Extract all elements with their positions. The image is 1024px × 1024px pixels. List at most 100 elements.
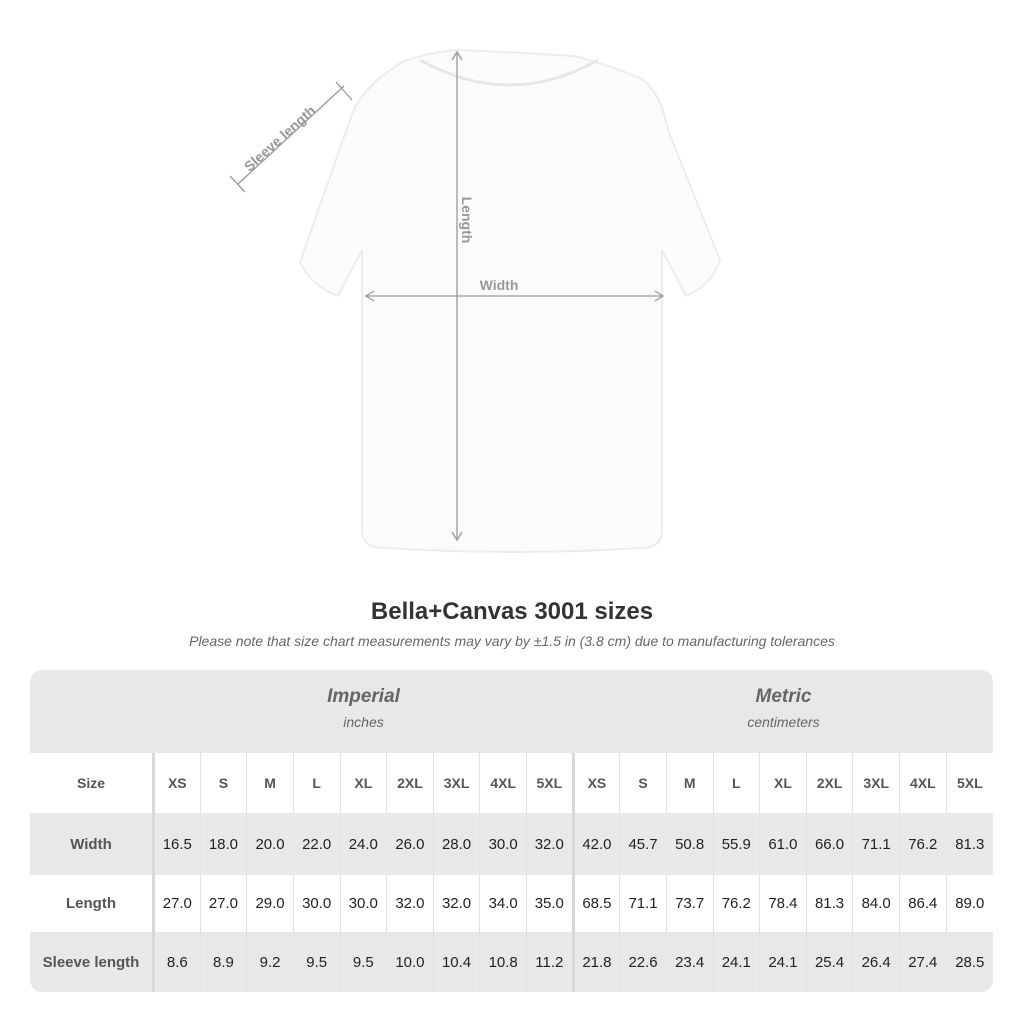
imperial-value-cell: 32.0 [386, 875, 434, 932]
length-arrow-top [451, 50, 463, 61]
metric-value-cell: 22.6 [619, 932, 667, 992]
size-header-cell: 4XL [899, 753, 947, 813]
size-header-cell: XS [571, 753, 620, 813]
metric-value-cell: 84.0 [852, 875, 900, 932]
size-header-cell: 5XL [945, 753, 993, 813]
table-row: Length 27.0 27.0 29.0 30.0 30.0 32.0 32.0 34.0 35… [30, 875, 993, 932]
width-label: Width [480, 277, 519, 293]
size-header-cell: M [665, 753, 713, 813]
size-header-cell: L [292, 753, 340, 813]
metric-value-cell: 68.5 [571, 875, 620, 932]
table-row: Width 16.5 18.0 20.0 22.0 24.0 26.0 28.0 30.0 32.… [30, 813, 993, 875]
tolerance-note: Please note that size chart measurements… [189, 633, 835, 649]
metric-value-cell: 25.4 [805, 932, 853, 992]
size-header-cell: L [712, 753, 760, 813]
imperial-value-cell: 30.0 [292, 875, 340, 932]
size-header-cell: S [199, 753, 247, 813]
metric-value-cell: 61.0 [759, 813, 807, 875]
sleeve-length-label: Sleeve length [241, 102, 319, 174]
imperial-value-cell: 10.4 [432, 932, 480, 992]
size-header-cell: S [619, 753, 667, 813]
metric-value-cell: 27.4 [899, 932, 947, 992]
imperial-value-cell: 20.0 [246, 813, 294, 875]
size-table: Imperial inches Metric centimeters Size X… [30, 670, 993, 992]
imperial-group: Imperial inches [153, 686, 574, 730]
length-label: Length [459, 197, 475, 244]
metric-value-cell: 24.1 [712, 932, 760, 992]
imperial-value-cell: 27.0 [199, 875, 247, 932]
size-header-cell: 3XL [852, 753, 900, 813]
size-header-cell: M [246, 753, 294, 813]
tshirt-shape [298, 48, 722, 553]
imperial-value-cell: 29.0 [246, 875, 294, 932]
width-arrow-right [654, 290, 665, 302]
metric-value-cell: 78.4 [759, 875, 807, 932]
metric-value-cell: 23.4 [665, 932, 713, 992]
size-header-cell: 2XL [805, 753, 853, 813]
imperial-value-cell: 18.0 [199, 813, 247, 875]
imperial-value-cell: 16.5 [153, 813, 201, 875]
imperial-value-cell: 11.2 [526, 932, 574, 992]
imperial-value-cell: 10.0 [386, 932, 434, 992]
size-header-cell: 5XL [526, 753, 574, 813]
table-header: Imperial inches Metric centimeters [30, 670, 993, 753]
sleeve-tick-top [335, 81, 353, 101]
metric-value-cell: 86.4 [899, 875, 947, 932]
imperial-value-cell: 10.8 [479, 932, 527, 992]
imperial-value-cell: 9.5 [339, 932, 387, 992]
row-label: Length [30, 875, 155, 932]
imperial-value-cell: 8.9 [199, 932, 247, 992]
row-label: Width [30, 813, 155, 875]
metric-value-cell: 73.7 [665, 875, 713, 932]
imperial-value-cell: 30.0 [339, 875, 387, 932]
imperial-value-cell: 30.0 [479, 813, 527, 875]
metric-value-cell: 66.0 [805, 813, 853, 875]
metric-value-cell: 50.8 [665, 813, 713, 875]
width-arrow-left [364, 290, 375, 302]
size-header-cell: XS [153, 753, 201, 813]
size-grid: Size XS S M L XL 2XL 3XL 4XL 5XL XS S M L XL 2XL 3XL 4XL 5… [30, 753, 993, 992]
size-header-cell: XL [339, 753, 387, 813]
imperial-value-cell: 28.0 [432, 813, 480, 875]
metric-value-cell: 28.5 [945, 932, 993, 992]
size-label: Size [30, 753, 155, 813]
metric-value-cell: 71.1 [619, 875, 667, 932]
size-header-cell: 4XL [479, 753, 527, 813]
metric-value-cell: 71.1 [852, 813, 900, 875]
metric-value-cell: 45.7 [619, 813, 667, 875]
imperial-unit: inches [343, 714, 384, 730]
metric-value-cell: 55.9 [712, 813, 760, 875]
metric-value-cell: 89.0 [945, 875, 993, 932]
metric-value-cell: 42.0 [571, 813, 620, 875]
size-header-row: Size XS S M L XL 2XL 3XL 4XL 5XL XS S M L XL 2XL 3XL 4XL 5… [30, 753, 993, 813]
imperial-title: Imperial [327, 686, 400, 707]
tshirt-diagram: Sleeve length Length Width [229, 48, 722, 553]
sleeve-tick-bottom [229, 175, 246, 193]
metric-value-cell: 76.2 [712, 875, 760, 932]
sleeve-line [237, 85, 345, 185]
metric-value-cell: 21.8 [571, 932, 620, 992]
metric-group: Metric centimeters [574, 686, 993, 730]
imperial-value-cell: 24.0 [339, 813, 387, 875]
imperial-value-cell: 9.2 [246, 932, 294, 992]
imperial-value-cell: 34.0 [479, 875, 527, 932]
imperial-value-cell: 26.0 [386, 813, 434, 875]
metric-title: Metric [755, 686, 812, 707]
length-arrow-bottom [451, 531, 463, 542]
size-header-cell: 3XL [432, 753, 480, 813]
metric-value-cell: 76.2 [899, 813, 947, 875]
metric-unit: centimeters [747, 714, 820, 730]
metric-value-cell: 24.1 [759, 932, 807, 992]
tshirt-collar [419, 58, 599, 87]
imperial-value-cell: 35.0 [526, 875, 574, 932]
size-header-cell: 2XL [386, 753, 434, 813]
row-label: Sleeve length [30, 932, 155, 992]
page-title: Bella+Canvas 3001 sizes [370, 598, 654, 625]
table-row: Sleeve length 8.6 8.9 9.2 9.5 9.5 10.0 10.4 10.8… [30, 932, 993, 992]
imperial-value-cell: 27.0 [153, 875, 201, 932]
metric-value-cell: 81.3 [945, 813, 993, 875]
size-header-cell: XL [759, 753, 807, 813]
metric-value-cell: 26.4 [852, 932, 900, 992]
metric-value-cell: 81.3 [805, 875, 853, 932]
imperial-value-cell: 9.5 [292, 932, 340, 992]
